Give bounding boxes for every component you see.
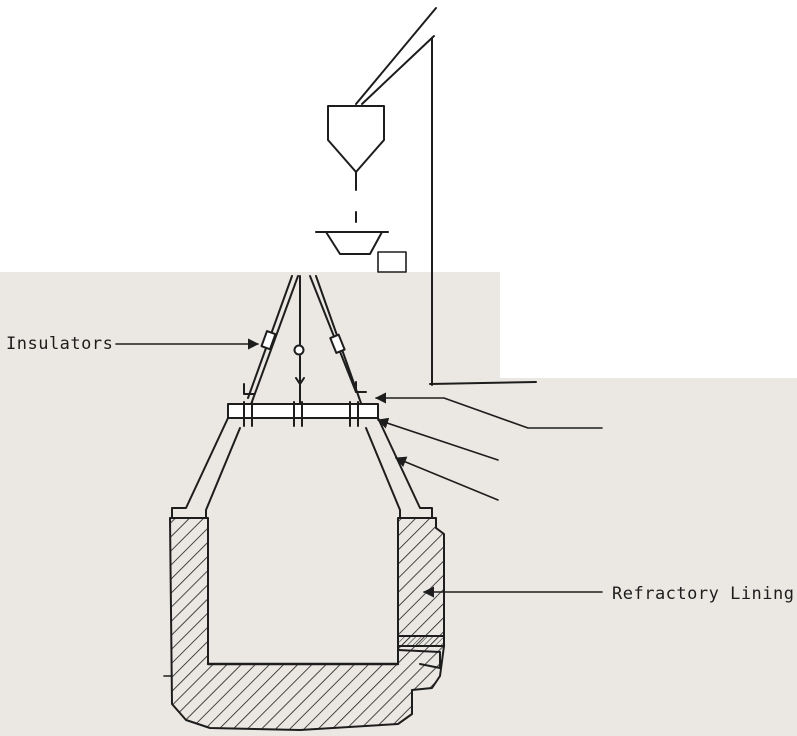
funnel — [315, 231, 407, 273]
background-shade-right — [490, 378, 797, 736]
roof-beam — [227, 401, 379, 427]
hopper — [327, 105, 385, 223]
insulators-label: Insulators — [6, 334, 114, 354]
furnace-hood — [171, 417, 433, 519]
crane-boom — [355, 7, 537, 386]
leader-lines — [115, 338, 603, 598]
refractory-lining-label: Refractory Lining — [612, 584, 795, 604]
insulators-icon — [260, 330, 346, 356]
furnace-vessel — [163, 517, 445, 731]
hooks — [243, 377, 367, 395]
